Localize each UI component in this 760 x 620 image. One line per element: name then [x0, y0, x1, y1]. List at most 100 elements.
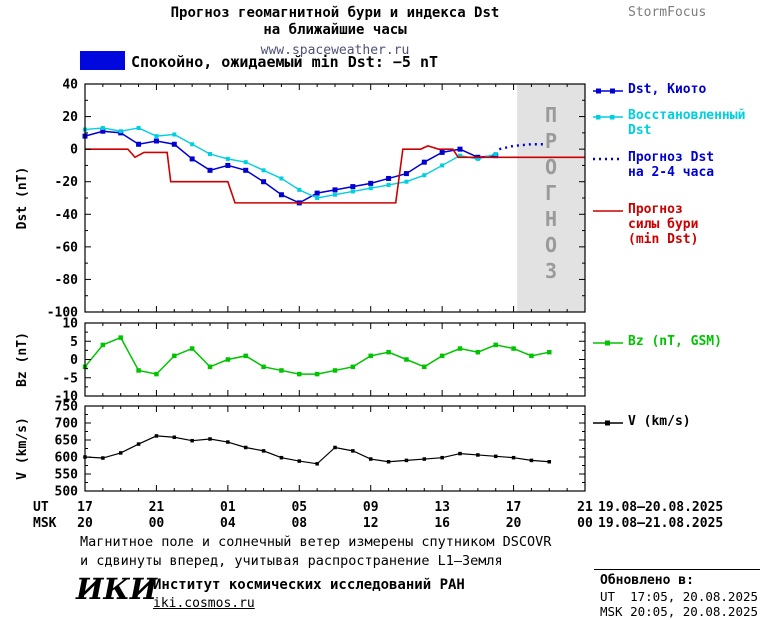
data-source-note: Магнитное поле и солнечный ветер измерен…: [80, 533, 551, 571]
svg-text:5: 5: [70, 335, 78, 350]
series-dst-kyoto-line: [84, 130, 496, 204]
series-dst-restored-markers: [83, 125, 498, 200]
series-storm-forecast-line: [85, 145, 585, 204]
svg-text:-40: -40: [55, 208, 79, 223]
ut-row-label: UT: [33, 500, 49, 515]
svg-text:П: П: [545, 103, 557, 127]
y-axis-title: V (km/s): [15, 417, 30, 480]
svg-text:-60: -60: [55, 240, 79, 255]
svg-text:04: 04: [220, 516, 236, 531]
msk-date-range: 19.08–21.08.2025: [598, 516, 723, 531]
axis-ticks: [84, 322, 586, 397]
svg-text:-80: -80: [55, 273, 79, 288]
svg-text:20: 20: [506, 516, 522, 531]
legend-dst-restored-line1: Восстановленный: [628, 108, 746, 123]
svg-text:Н: Н: [545, 207, 557, 231]
svg-text:О: О: [545, 233, 557, 257]
svg-text:01: 01: [220, 500, 236, 515]
svg-text:10: 10: [62, 317, 78, 332]
svg-text:-20: -20: [55, 175, 79, 190]
legend-v-label: V (km/s): [628, 414, 691, 429]
svg-text:20: 20: [62, 110, 78, 125]
svg-text:40: 40: [62, 78, 78, 93]
svg-text:Г: Г: [545, 181, 557, 205]
bz-legend-icon: [593, 340, 623, 346]
series-v-line: [84, 435, 550, 465]
legend-dst-kyoto-label: Dst, Киото: [628, 82, 707, 97]
updated-divider: [594, 569, 760, 570]
legend-storm-forecast-line2: силы бури: [628, 217, 699, 232]
legend-dst-forecast-line2: на 2-4 часа: [628, 165, 715, 180]
svg-text:20: 20: [77, 516, 93, 531]
svg-text:750: 750: [55, 400, 79, 415]
series-bz-line: [84, 336, 550, 375]
svg-text:650: 650: [55, 434, 79, 449]
svg-text:05: 05: [291, 500, 307, 515]
storm-forecast-legend-icon: [593, 210, 623, 212]
series-bz-markers: [82, 335, 552, 377]
legend-dst-restored: Восстановленный Dst: [593, 108, 745, 138]
svg-text:600: 600: [55, 451, 79, 466]
y-tick-labels: 40 20 0 -20 -40 -60 -80 -100: [47, 78, 78, 321]
svg-text:З: З: [545, 259, 557, 283]
series-dst-restored-line: [84, 127, 496, 199]
page-title-line1: Прогноз геомагнитной бури и индекса Dst: [170, 5, 500, 21]
forecast-region: [517, 84, 585, 312]
panel-bz: 10 5 0 -5 -10 Bz (nT): [15, 317, 586, 405]
svg-text:-5: -5: [62, 371, 78, 386]
updated-label: Обновлено в:: [600, 573, 694, 588]
axis-ticks: [84, 83, 586, 313]
panel-frame: [84, 322, 586, 397]
svg-text:13: 13: [434, 500, 450, 515]
svg-text:21: 21: [149, 500, 165, 515]
series-dst-kyoto-markers: [82, 128, 499, 206]
svg-text:08: 08: [291, 516, 307, 531]
svg-text:21: 21: [577, 500, 593, 515]
svg-text:17: 17: [506, 500, 522, 515]
legend-storm-forecast: Прогноз силы бури (min Dst): [593, 202, 698, 247]
legend-v: V (km/s): [593, 414, 691, 429]
msk-row-label: MSK: [33, 516, 57, 531]
svg-text:0: 0: [70, 143, 78, 158]
svg-text:Р: Р: [545, 129, 557, 153]
svg-text:16: 16: [434, 516, 450, 531]
status-quiet-swatch: [80, 51, 125, 70]
legend-dst-forecast-line1: Прогноз Dst: [628, 150, 715, 165]
legend-dst-restored-line2: Dst: [628, 123, 652, 138]
note-line2: и сдвинуты вперед, учитывая распростране…: [80, 553, 503, 569]
legend-storm-forecast-line1: Прогноз: [628, 202, 683, 217]
legend-dst-kyoto: Dst, Киото: [593, 82, 706, 97]
spaceweather-link[interactable]: www.spaceweather.ru: [260, 43, 410, 58]
v-legend-icon: [593, 420, 623, 426]
page-title-line2: на ближайшие часы: [263, 22, 407, 38]
dst-forecast-legend-icon: [593, 157, 623, 161]
panel-frame: [84, 83, 586, 313]
iki-logo: ИКИ: [76, 572, 158, 606]
svg-text:О: О: [545, 155, 557, 179]
updated-msk-time: MSK 20:05, 20.08.2025: [600, 604, 759, 619]
series-dst-forecast-line: [499, 143, 546, 151]
svg-text:17: 17: [77, 500, 93, 515]
iki-site-link[interactable]: iki.cosmos.ru: [153, 596, 255, 611]
svg-text:700: 700: [55, 417, 79, 432]
legend-bz: Bz (nT, GSM): [593, 334, 722, 349]
dst-restored-legend-icon: [593, 115, 623, 120]
svg-text:09: 09: [363, 500, 379, 515]
institute-name: Институт космических исследований РАН: [153, 577, 465, 593]
y-axis-title: Bz (nT): [15, 332, 30, 387]
svg-text:-100: -100: [47, 306, 78, 321]
svg-text:0: 0: [70, 353, 78, 368]
y-tick-labels: 750 700 650 600 550 500: [55, 400, 79, 500]
svg-text:00: 00: [149, 516, 165, 531]
panel-v: 750 700 650 600 550 500 V (km/s): [15, 400, 586, 500]
svg-text:12: 12: [363, 516, 379, 531]
svg-text:500: 500: [55, 485, 79, 500]
axis-ticks: [84, 405, 586, 492]
brand-label: StormFocus: [628, 5, 707, 20]
legend-storm-forecast-line3: (min Dst): [628, 232, 699, 247]
svg-text:-10: -10: [55, 390, 79, 405]
updated-ut-time: UT 17:05, 20.08.2025: [600, 589, 759, 604]
header: Прогноз геомагнитной бури и индекса Dst …: [85, 5, 585, 58]
